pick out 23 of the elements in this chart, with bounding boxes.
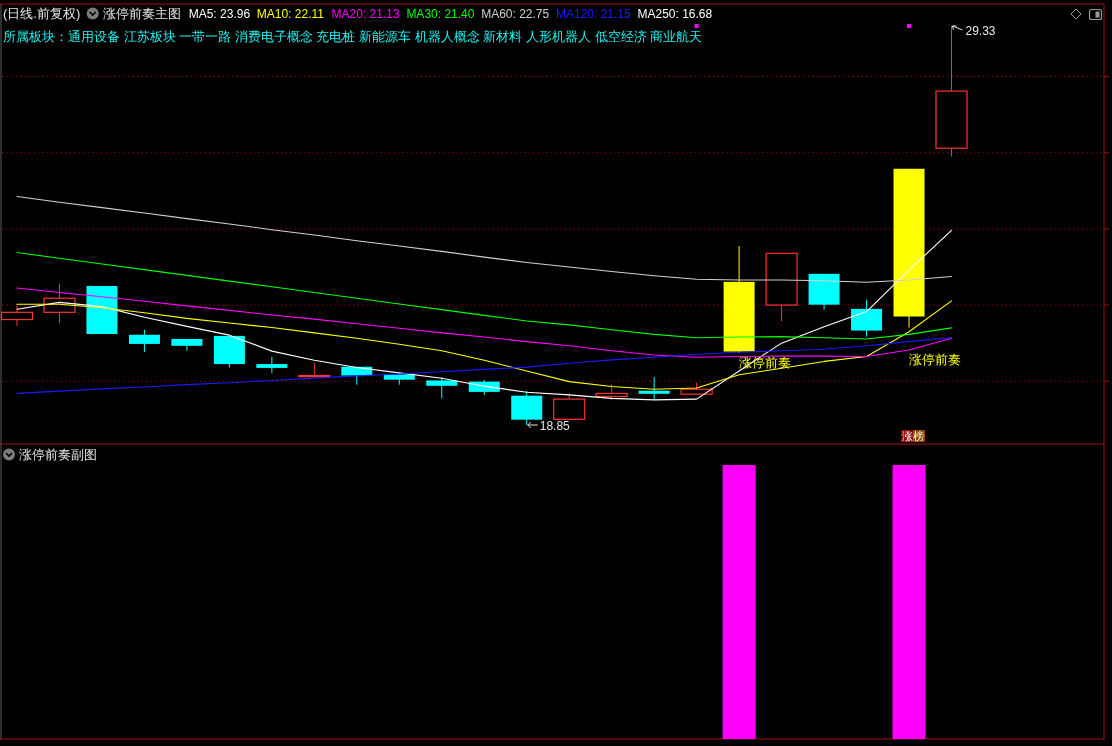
annotation: 涨停前奏: [909, 352, 962, 367]
text: MA60: 22.75: [481, 7, 550, 21]
candlestick: [256, 356, 288, 374]
candlestick: [935, 25, 968, 158]
legend-label: MA250: 16.68: [637, 7, 713, 21]
text: MA5: 23.96: [188, 7, 251, 21]
text: 涨榜: [902, 430, 925, 442]
chart-title: 涨停前奏副图: [19, 447, 97, 462]
annotation: 所属板块：通用设备 江苏板块 一带一路 消费电子概念 充电桩 新能源车 机器人概念 新材料 人形机器人 低空经济 商业航天: [3, 29, 703, 44]
text: MA30: 21.40: [406, 7, 475, 21]
text: MA20: 21.13: [331, 7, 400, 21]
candlestick: [0, 305, 34, 327]
annotation: 29.33: [965, 24, 996, 38]
candlestick: [765, 252, 798, 322]
candlestick: [298, 362, 331, 378]
annotation: 18.85: [539, 419, 571, 433]
chart-title: (日线.前复权): [3, 6, 81, 21]
chart-subtitle: 涨停前奏主图: [102, 6, 181, 21]
candlestick: [43, 283, 76, 324]
text: MA10: 22.11: [256, 7, 325, 21]
candlestick: [638, 376, 670, 401]
text: MA120: 21.15: [555, 7, 632, 21]
annotation: 涨停前奏: [739, 355, 792, 371]
